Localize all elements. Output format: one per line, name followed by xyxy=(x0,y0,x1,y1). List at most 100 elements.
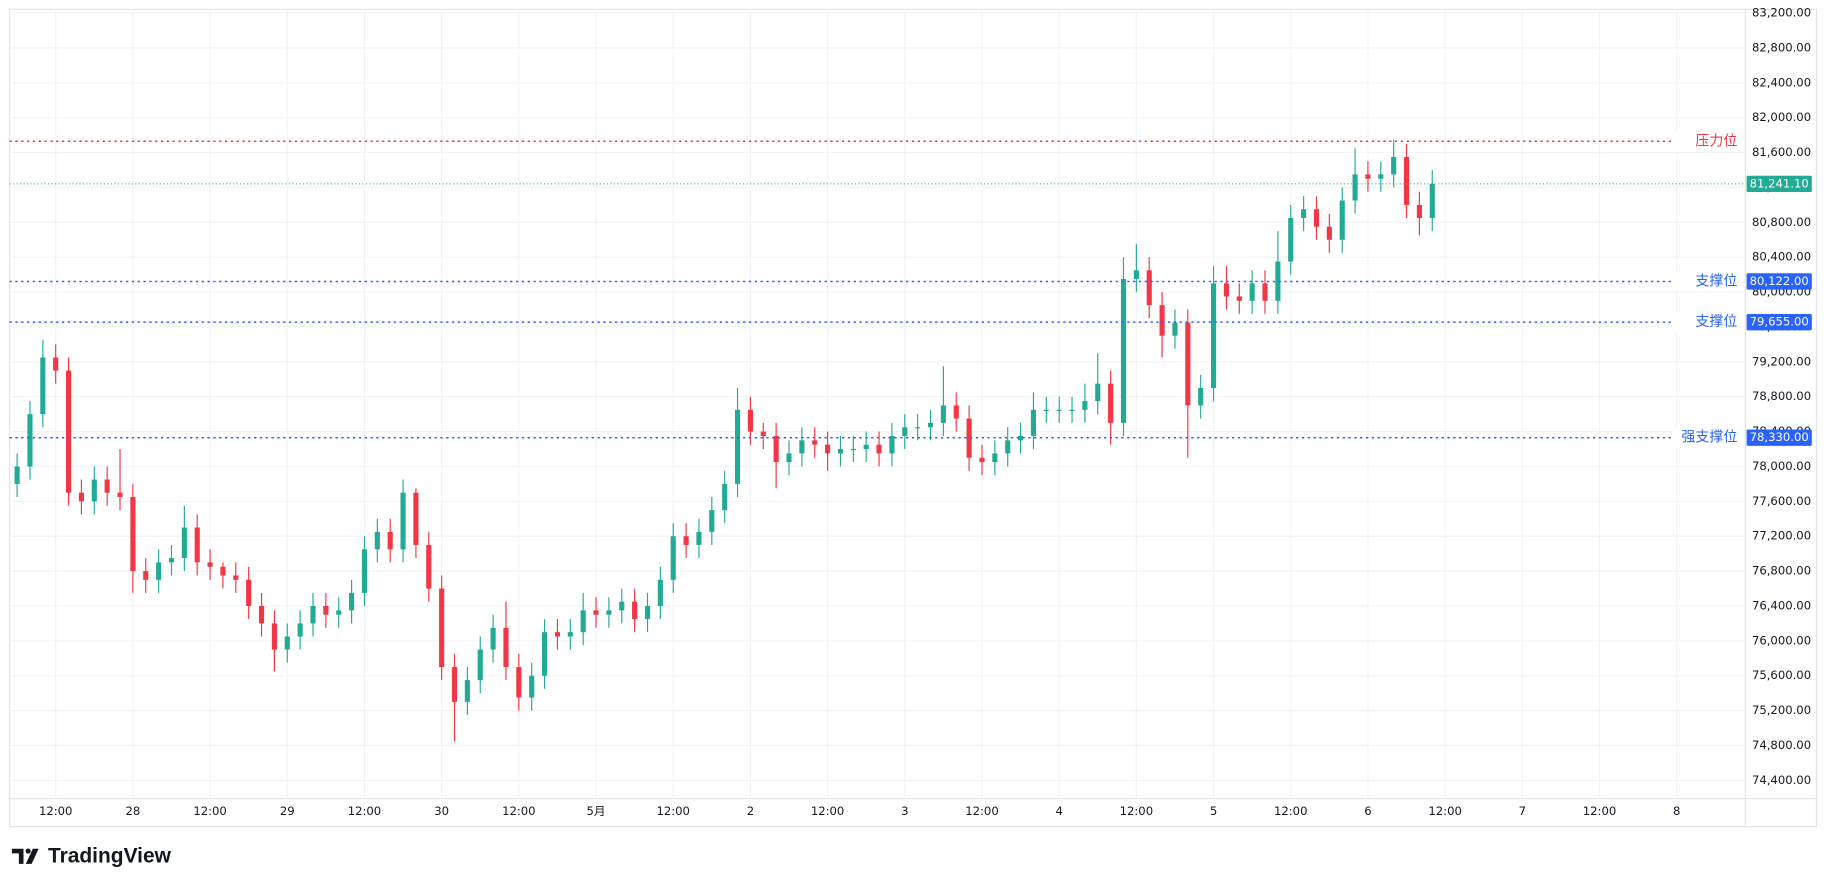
level-price-label: 78,330.00 xyxy=(1750,430,1809,444)
x-tick-label: 6 xyxy=(1364,804,1371,818)
level-price-box xyxy=(1746,429,1812,446)
level-label-bg xyxy=(1672,312,1742,332)
candle-body xyxy=(464,680,470,702)
candle-body xyxy=(1146,270,1152,306)
candle-body xyxy=(902,427,908,436)
candle-body xyxy=(53,357,59,371)
x-tick-label: 12:00 xyxy=(656,804,690,818)
candle-body xyxy=(567,632,573,637)
y-tick-label: 78,800.00 xyxy=(1752,389,1811,403)
candle-body xyxy=(207,562,213,567)
level-name: 强支撑位 xyxy=(1681,430,1737,446)
y-tick-label: 82,000.00 xyxy=(1752,110,1811,124)
y-tick-label: 78,000.00 xyxy=(1752,459,1811,473)
candle-body xyxy=(915,427,921,429)
candle-body xyxy=(1339,200,1345,240)
candle-body xyxy=(246,579,252,606)
candle-body xyxy=(117,492,123,497)
candle-body xyxy=(786,453,792,463)
x-tick-label: 4 xyxy=(1055,804,1062,818)
candle-body xyxy=(632,601,638,620)
candle-body xyxy=(889,435,895,454)
x-tick-label: 12:00 xyxy=(39,804,73,818)
candle-body xyxy=(1120,279,1127,423)
y-tick-label: 83,200.00 xyxy=(1752,6,1811,20)
level-label-bg xyxy=(1672,272,1742,291)
x-tick-label: 12:00 xyxy=(811,804,845,818)
candle-body xyxy=(14,466,20,484)
candle-body xyxy=(374,531,380,550)
candle-body xyxy=(220,566,226,576)
candle-body xyxy=(1301,209,1307,218)
candle-body xyxy=(387,531,393,550)
candle-body xyxy=(979,457,985,463)
x-tick-label: 12:00 xyxy=(1583,804,1617,818)
candle-body xyxy=(503,627,509,668)
candle-body xyxy=(837,449,844,454)
x-tick-label: 12:00 xyxy=(193,804,227,818)
y-tick-label: 74,400.00 xyxy=(1752,773,1811,787)
candle-body xyxy=(130,496,136,572)
candle-body xyxy=(1159,305,1165,336)
level-price-label: 80,122.00 xyxy=(1750,274,1809,288)
x-tick-label: 2 xyxy=(747,804,754,818)
y-tick-label: 80,800.00 xyxy=(1752,215,1811,229)
level-price-box xyxy=(1746,273,1812,290)
candle-body xyxy=(1056,409,1062,411)
candle-body xyxy=(850,449,856,451)
x-tick-label: 12:00 xyxy=(502,804,536,818)
candle-body xyxy=(1262,283,1268,301)
candle-body xyxy=(1223,283,1229,297)
candle-body xyxy=(516,667,522,698)
candle-body xyxy=(477,649,483,681)
level-price-label: 79,655.00 xyxy=(1750,315,1809,329)
candle-body xyxy=(940,405,946,423)
candle-body xyxy=(722,483,728,511)
candle-body xyxy=(1133,270,1139,280)
candle-body xyxy=(542,632,548,676)
brand-logo xyxy=(11,848,39,864)
level-name: 支撑位 xyxy=(1695,314,1737,330)
candle-body xyxy=(1005,440,1011,454)
y-tick-label: 79,200.00 xyxy=(1752,354,1811,368)
candle-body xyxy=(66,370,72,493)
candle-body xyxy=(619,601,625,611)
last-price-label: 81,241.10 xyxy=(1750,176,1809,190)
candle-body xyxy=(683,536,689,545)
candle-body xyxy=(490,627,496,650)
candle-body xyxy=(323,605,329,615)
candle-body xyxy=(349,592,355,611)
candle-body xyxy=(271,623,277,650)
candle-body xyxy=(747,409,753,432)
candle-body xyxy=(143,571,149,580)
y-tick-label: 76,800.00 xyxy=(1752,564,1811,578)
candle-body xyxy=(1249,283,1255,301)
candle-body xyxy=(310,605,316,624)
candle-body xyxy=(1378,174,1384,179)
candle-body xyxy=(168,558,175,563)
x-tick-label: 7 xyxy=(1519,804,1526,818)
candle-body xyxy=(1326,226,1332,240)
candle-body xyxy=(1429,183,1435,218)
chart-frame xyxy=(8,8,1818,828)
candle-body xyxy=(194,527,200,563)
candle-body xyxy=(554,632,560,637)
candle-body xyxy=(451,667,458,702)
x-tick-label: 28 xyxy=(125,804,140,818)
candle-body xyxy=(657,579,663,606)
candle-body xyxy=(992,453,998,463)
x-tick-label: 29 xyxy=(280,804,295,818)
candle-body xyxy=(104,479,110,493)
y-tick-label: 76,000.00 xyxy=(1752,633,1811,647)
candle-body xyxy=(1018,435,1024,441)
grid xyxy=(9,9,1745,799)
x-tick-label: 8 xyxy=(1673,804,1680,818)
candle-body xyxy=(529,675,535,698)
level-label-bg xyxy=(1672,131,1742,151)
last-price-box xyxy=(1746,175,1812,193)
candle-body xyxy=(863,444,869,450)
x-tick-label: 12:00 xyxy=(1274,804,1308,818)
candle-body xyxy=(927,422,934,428)
